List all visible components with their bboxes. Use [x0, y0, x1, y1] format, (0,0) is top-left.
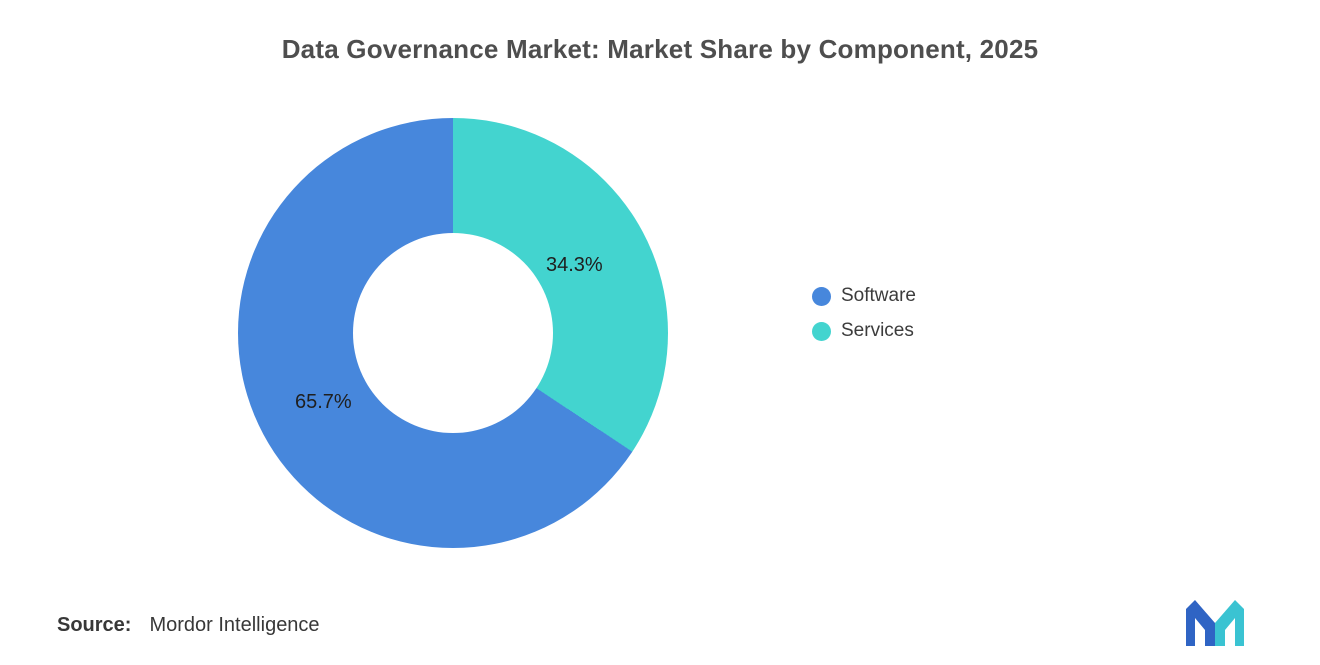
mordor-intelligence-logo	[1186, 600, 1244, 646]
legend-swatch-services	[812, 321, 831, 341]
legend-item-services[interactable]: Services	[812, 320, 916, 342]
source-line: Source: Mordor Intelligence	[57, 614, 320, 637]
chart-legend: Software Services	[812, 285, 916, 342]
legend-item-software[interactable]: Software	[812, 285, 916, 307]
slice-label-software: 65.7%	[295, 391, 352, 413]
donut-hole	[353, 233, 553, 433]
source-value: Mordor Intelligence	[149, 614, 320, 636]
donut-chart: 65.7% 34.3%	[238, 118, 668, 548]
chart-title: Data Governance Market: Market Share by …	[281, 34, 1039, 64]
legend-label-services: Services	[841, 320, 914, 341]
legend-swatch-software	[812, 286, 831, 306]
source-label: Source:	[57, 614, 132, 636]
slice-label-services: 34.3%	[546, 254, 603, 276]
legend-label-software: Software	[841, 285, 916, 306]
